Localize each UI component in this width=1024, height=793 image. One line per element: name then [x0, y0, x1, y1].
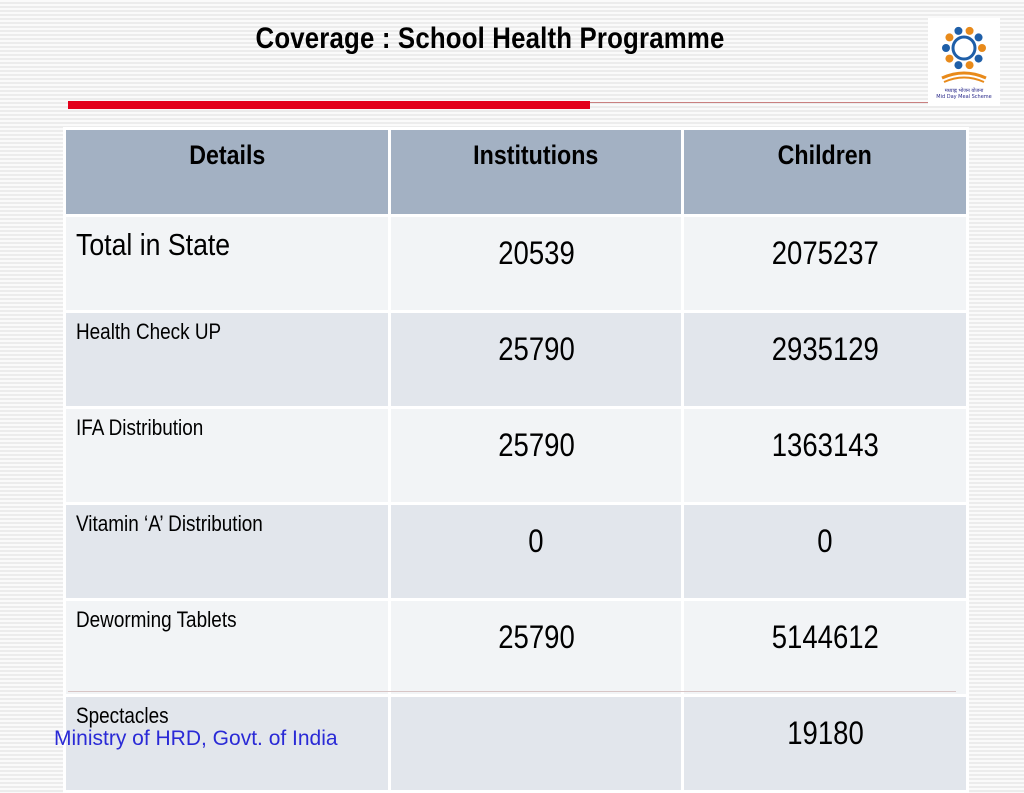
logo-figure	[978, 44, 986, 52]
header-details-label: Details	[188, 140, 266, 170]
logo-figure	[945, 54, 954, 63]
logo-figure	[954, 26, 963, 35]
row-institutions-cell: 25790	[388, 310, 684, 409]
row-institutions: 25790	[497, 619, 575, 655]
logo-figure	[954, 61, 963, 70]
logo-figure	[965, 26, 974, 35]
row-children: 1363143	[771, 427, 879, 463]
row-details-cell: IFA Distribution	[63, 406, 391, 505]
row-institutions-cell: 20539	[388, 214, 684, 313]
table-row: Health Check UP 25790 2935129	[63, 310, 969, 409]
logo-caption: मध्याह्न भोजन योजना Mid Day Meal Scheme	[930, 88, 998, 102]
header-children-label: Children	[777, 140, 873, 170]
row-details: Deworming Tablets	[76, 607, 237, 632]
row-children: 2935129	[771, 331, 879, 367]
row-children-cell: 2935129	[681, 310, 969, 409]
table-row: Total in State 20539 2075237	[63, 214, 969, 313]
coverage-table-container: Details Institutions Children Total in S…	[63, 127, 969, 793]
row-details-cell: Deworming Tablets	[63, 598, 391, 697]
mid-day-meal-logo-icon	[928, 18, 1000, 106]
footer-divider	[68, 691, 956, 692]
row-details: Health Check UP	[76, 319, 222, 344]
table-header-row: Details Institutions Children	[63, 127, 969, 217]
table-row: Deworming Tablets 25790 5144612	[63, 598, 969, 697]
logo-figure	[945, 33, 954, 42]
row-institutions-cell: 0	[388, 502, 684, 601]
row-children-cell: 0	[681, 502, 969, 601]
title-underline-red	[68, 101, 590, 109]
footer-text: Ministry of HRD, Govt. of India	[54, 727, 338, 750]
row-institutions-cell: 25790	[388, 598, 684, 697]
row-details: Total in State	[76, 227, 231, 262]
row-details: Spectacles	[76, 703, 169, 728]
header-children: Children	[681, 127, 969, 217]
logo-figure	[974, 33, 983, 42]
row-details-cell: Total in State	[63, 214, 391, 313]
row-children: 2075237	[771, 235, 879, 271]
row-children: 0	[817, 523, 833, 559]
row-institutions: 25790	[497, 427, 575, 463]
row-children: 5144612	[771, 619, 879, 655]
row-institutions-cell	[388, 694, 684, 793]
row-institutions-cell: 25790	[388, 406, 684, 505]
row-children: 19180	[786, 715, 864, 751]
logo-figure	[965, 61, 974, 70]
logo-figure	[942, 44, 950, 52]
row-details: Vitamin ‘A’ Distribution	[76, 511, 263, 536]
slide-title: Coverage : School Health Programme	[255, 22, 725, 55]
logo-caption-english: Mid Day Meal Scheme	[936, 94, 992, 100]
row-children-cell: 1363143	[681, 406, 969, 505]
row-details-cell: Health Check UP	[63, 310, 391, 409]
table-row: Vitamin ‘A’ Distribution 0 0	[63, 502, 969, 601]
row-children-cell: 19180	[681, 694, 969, 793]
row-details: IFA Distribution	[76, 415, 204, 440]
logo-figure	[974, 54, 983, 63]
title-underline-thin	[590, 102, 930, 103]
row-children-cell: 5144612	[681, 598, 969, 697]
row-institutions: 20539	[497, 235, 575, 271]
header-institutions-label: Institutions	[473, 140, 599, 170]
row-institutions: 0	[528, 523, 544, 559]
coverage-table: Details Institutions Children Total in S…	[63, 127, 969, 793]
logo-caption-hindi: मध्याह्न भोजन योजना	[944, 88, 984, 94]
row-institutions: 25790	[497, 331, 575, 367]
row-children-cell: 2075237	[681, 214, 969, 313]
header-institutions: Institutions	[388, 127, 684, 217]
row-details-cell: Vitamin ‘A’ Distribution	[63, 502, 391, 601]
table-row: IFA Distribution 25790 1363143	[63, 406, 969, 505]
header-details: Details	[63, 127, 391, 217]
logo-ring	[951, 35, 977, 61]
